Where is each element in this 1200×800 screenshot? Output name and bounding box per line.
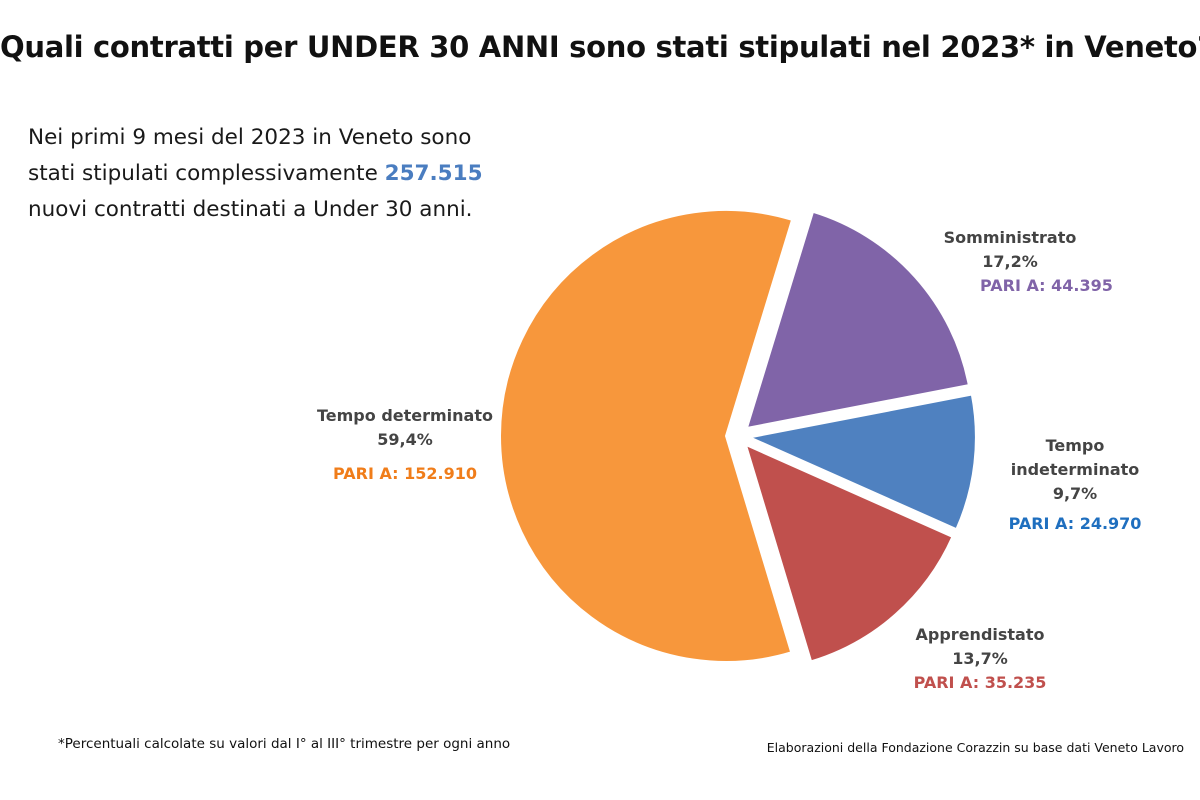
label-somministrato-pari: PARI A: 44.395 (980, 276, 1113, 295)
intro-total-value: 257.515 (384, 161, 483, 186)
label-apprendistato-pari: PARI A: 35.235 (913, 673, 1047, 692)
intro-text: Nei primi 9 mesi del 2023 in Veneto sono… (28, 120, 528, 228)
label-apprendistato-name: Apprendistato (915, 625, 1045, 644)
label-tempo-indeterminato-name: Tempo indeterminato (1010, 436, 1140, 479)
intro-line-2-prefix: stati stipulati complessivamente (28, 161, 385, 186)
pie-slice-tempo-indeterminato (746, 393, 977, 531)
pie-slice-apprendistato (744, 443, 954, 663)
pie-slice-tempo-determinato (499, 209, 794, 663)
label-tempo-determinato-pari: PARI A: 152.910 (332, 464, 477, 483)
label-tempo-determinato: Tempo determinato 59,4% PARI A: 152.910 (310, 404, 500, 486)
chart-title: Quali contratti per UNDER 30 ANNI sono s… (0, 30, 1200, 64)
label-apprendistato: Apprendistato 13,7% PARI A: 35.235 (890, 623, 1070, 695)
label-somministrato-name: Somministrato (943, 228, 1077, 247)
footnote: *Percentuali calcolate su valori dal I° … (58, 736, 511, 752)
label-apprendistato-percent: 13,7% (952, 649, 1008, 668)
intro-line-1: Nei primi 9 mesi del 2023 in Veneto sono (28, 125, 472, 150)
label-tempo-determinato-percent: 59,4% (377, 430, 433, 449)
label-tempo-indeterminato-pari: PARI A: 24.970 (1008, 514, 1142, 533)
pie-slice-somministrato (745, 210, 970, 430)
intro-line-2: stati stipulati complessivamente 257.515 (28, 156, 528, 192)
label-somministrato: Somministrato 17,2% PARI A: 44.395 (940, 226, 1113, 298)
label-somministrato-percent: 17,2% (982, 252, 1038, 271)
label-tempo-indeterminato-percent: 9,7% (1052, 484, 1098, 503)
label-tempo-indeterminato: Tempo indeterminato 9,7% PARI A: 24.970 (985, 434, 1165, 536)
label-tempo-determinato-name: Tempo determinato (316, 406, 493, 425)
source-note: Elaborazioni della Fondazione Corazzin s… (766, 740, 1184, 755)
intro-line-3: nuovi contratti destinati a Under 30 ann… (28, 197, 473, 222)
